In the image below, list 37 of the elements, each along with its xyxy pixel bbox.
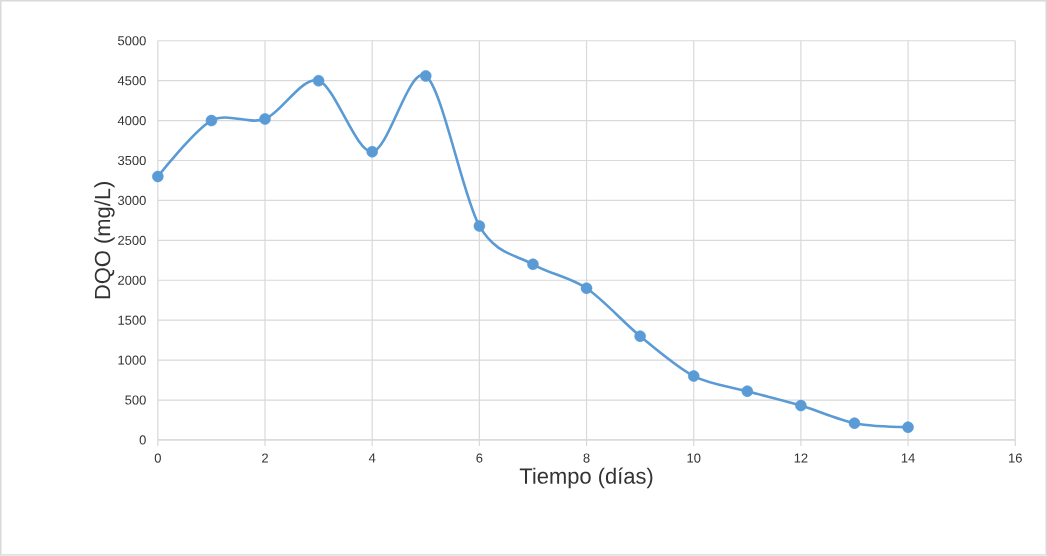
x-tick-label: 2 [262,453,268,463]
point [795,399,807,412]
y-tick-label: 3500 [117,156,146,166]
y-tick-label: 5000 [118,36,146,46]
point [312,75,325,87]
point [152,170,164,183]
point [259,113,271,125]
point [420,70,432,82]
y-tick-label: 1500 [118,315,146,325]
point [205,114,218,127]
y-tick-label: 500 [125,395,146,405]
x-tick-label: 10 [687,453,701,463]
y-axis-title: DQO (mg/L) [94,182,115,299]
x-tick-label: 4 [368,453,376,463]
x-tick-label: 8 [583,453,590,463]
point [848,417,861,430]
y-tick-label: 2000 [118,275,146,285]
y-tick-label: 3000 [117,195,146,206]
x-axis-title: Tiempo (días) [519,467,653,489]
y-tick-label: 4000 [117,116,146,126]
point [527,258,539,271]
x-tick-label: 16 [1009,453,1022,463]
y-tick-label: 2500 [118,235,146,246]
point [473,220,486,232]
x-tick-label: 6 [476,453,483,463]
x-tick-label: 12 [794,453,808,463]
point [366,146,378,158]
y-tick-label: 0 [139,435,146,445]
point [580,282,593,295]
point [902,421,914,434]
y-tick-label: 1000 [118,355,146,365]
point [634,330,646,343]
point [687,370,700,382]
x-tick-label: 14 [901,453,915,463]
point [741,385,754,398]
y-tick-label: 4500 [117,76,146,86]
x-tick-label: 0 [154,453,161,463]
